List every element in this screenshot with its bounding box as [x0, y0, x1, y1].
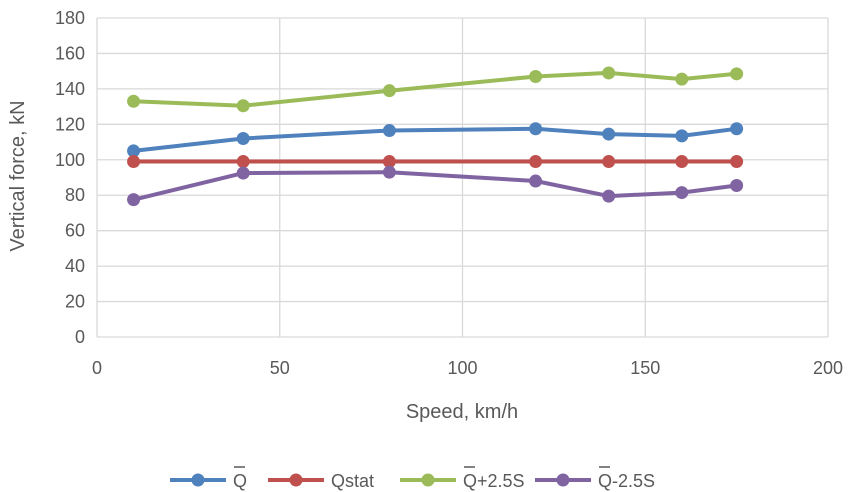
y-tick-label: 60 — [65, 221, 85, 241]
series-q-2-5s — [127, 165, 744, 207]
y-tick-label: 100 — [55, 150, 85, 170]
x-tick-label: 50 — [270, 358, 290, 378]
data-point — [602, 127, 616, 141]
data-point — [730, 67, 744, 81]
legend-label: Q+2.5S — [463, 471, 525, 491]
x-tick-label: 0 — [92, 358, 102, 378]
legend-item-q[interactable]: Q — [170, 466, 247, 491]
data-point — [382, 165, 396, 179]
series-layer — [127, 66, 744, 207]
series-line-q — [133, 126, 737, 153]
legend-marker — [191, 473, 205, 487]
data-point — [730, 122, 744, 136]
legend-label: Qstat — [331, 471, 374, 491]
legend-marker — [289, 473, 303, 487]
legend-item-q-2-5s[interactable]: Q+2.5S — [400, 466, 525, 491]
y-tick-label: 160 — [55, 43, 85, 63]
legend-label: Q — [233, 471, 247, 491]
y-axis-title: Vertical force, kN — [7, 100, 29, 251]
y-tick-label: 0 — [75, 327, 85, 347]
legend-marker — [556, 473, 570, 487]
data-point — [127, 193, 141, 207]
x-tick-label: 200 — [813, 358, 843, 378]
data-point — [236, 99, 250, 113]
data-point — [675, 155, 689, 169]
data-point — [382, 155, 396, 169]
series-qstat — [127, 155, 744, 169]
y-axis-ticks: 0 20 40 60 80 100 120 140 160 180 — [55, 8, 85, 347]
data-point — [382, 124, 396, 138]
data-point — [127, 144, 141, 158]
data-point — [529, 155, 543, 169]
data-point — [382, 84, 396, 98]
y-tick-label: 140 — [55, 79, 85, 99]
data-point — [602, 155, 616, 169]
data-point — [675, 72, 689, 86]
series-q — [127, 122, 744, 158]
y-tick-label: 180 — [55, 8, 85, 28]
data-point — [127, 155, 141, 169]
data-point — [602, 66, 616, 80]
x-axis-ticks: 0 50 100 150 200 — [92, 358, 843, 378]
data-point — [730, 155, 744, 169]
data-point — [675, 129, 689, 143]
legend-marker — [421, 473, 435, 487]
data-point — [236, 155, 250, 169]
data-point — [236, 166, 250, 180]
data-point — [529, 69, 543, 83]
y-tick-label: 80 — [65, 185, 85, 205]
data-point — [529, 122, 543, 136]
y-tick-label: 40 — [65, 256, 85, 276]
y-tick-label: 20 — [65, 292, 85, 312]
legend-item-q-2-5s[interactable]: Q-2.5S — [535, 466, 655, 491]
x-tick-label: 150 — [630, 358, 660, 378]
legend-item-qstat[interactable]: Qstat — [268, 471, 374, 491]
x-axis-title: Speed, km/h — [406, 401, 518, 423]
data-point — [236, 132, 250, 146]
x-tick-label: 100 — [447, 358, 477, 378]
y-tick-label: 120 — [55, 114, 85, 134]
data-point — [602, 189, 616, 203]
legend[interactable]: Q Qstat Q+2.5S Q-2.5S — [170, 466, 655, 491]
data-point — [730, 178, 744, 192]
data-point — [675, 186, 689, 200]
legend-label: Q-2.5S — [598, 471, 655, 491]
series-q-2-5s — [127, 66, 744, 113]
data-point — [529, 174, 543, 188]
data-point — [127, 94, 141, 108]
